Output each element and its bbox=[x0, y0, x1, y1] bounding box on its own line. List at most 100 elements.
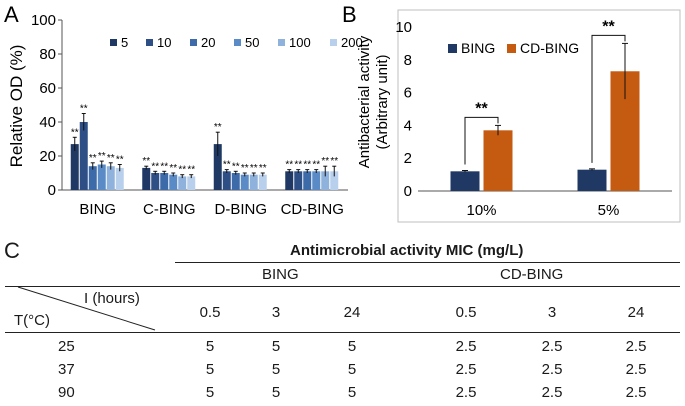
chart-a-bar bbox=[213, 144, 222, 190]
chart-a-bar bbox=[303, 171, 312, 190]
chart-a-sig-label: ** bbox=[285, 160, 293, 171]
row-temperature: 25 bbox=[58, 338, 75, 355]
time-header-cell: 3 bbox=[271, 304, 281, 321]
chart-a-bar bbox=[249, 174, 258, 190]
chart-a-bar bbox=[321, 171, 330, 190]
title-rule bbox=[175, 262, 680, 263]
chart-a-bar bbox=[231, 173, 240, 190]
chart-a-sig-label: ** bbox=[232, 161, 240, 172]
chart-a-ylabel: Relative OD (%) bbox=[7, 45, 26, 168]
chart-a-legend: 5 10 20 50 100 200 bbox=[110, 35, 363, 50]
mic-value-cell: 5 bbox=[271, 361, 281, 378]
chart-b-ytick-label: 2 bbox=[404, 150, 412, 167]
time-header-cell: 0.5 bbox=[199, 304, 221, 321]
chart-a-sig-label: ** bbox=[71, 127, 79, 138]
chart-a-sig-label: ** bbox=[169, 163, 177, 174]
chart-a-bar bbox=[151, 173, 160, 190]
chart-b: Antibacterial activity (Arbitrary unit) … bbox=[356, 9, 681, 223]
mic-value-cell: 2.5 bbox=[455, 384, 477, 401]
chart-a-bar bbox=[106, 166, 115, 190]
chart-a-legend-swatch bbox=[234, 39, 241, 46]
chart-a-bar bbox=[178, 176, 187, 190]
chart-a-legend-swatch bbox=[146, 39, 153, 46]
chart-a-legend-label: 5 bbox=[121, 35, 128, 50]
chart-a-sig-label: ** bbox=[116, 155, 124, 166]
chart-a-category-label: CD-BING bbox=[281, 201, 344, 218]
chart-a-ytick-label: 100 bbox=[31, 12, 56, 29]
chart-a-bar bbox=[240, 174, 249, 190]
chart-a-bar bbox=[169, 174, 178, 190]
chart-a-sig-label: ** bbox=[312, 160, 320, 171]
mic-value-cell: 2.5 bbox=[541, 384, 563, 401]
chart-a-ytick-label: 60 bbox=[39, 80, 56, 97]
panel-label-c: C bbox=[4, 238, 20, 263]
chart-a-legend-label: 10 bbox=[157, 35, 171, 50]
chart-a-sig-label: ** bbox=[303, 160, 311, 171]
time-header-cell: 0.5 bbox=[455, 304, 477, 321]
chart-b-ytick-label: 4 bbox=[404, 117, 412, 134]
chart-b-sig-label: ** bbox=[602, 18, 615, 35]
mic-value-cell: 2.5 bbox=[625, 361, 647, 378]
chart-b-ytick-label: 0 bbox=[404, 183, 412, 200]
chart-a-sig-label: ** bbox=[250, 163, 258, 174]
chart-b-category-label: 10% bbox=[466, 202, 496, 219]
chart-b-bar bbox=[483, 130, 513, 191]
chart-a-sig-label: ** bbox=[89, 153, 97, 164]
mic-value-cell: 2.5 bbox=[625, 384, 647, 401]
time-header-cell: 24 bbox=[627, 304, 645, 321]
chart-b-ylabel-line1: Antibacterial activity bbox=[356, 35, 373, 168]
chart-a-sig-label: ** bbox=[321, 156, 329, 167]
chart-a-ytick-label: 0 bbox=[48, 182, 56, 199]
corner-time-label: I (hours) bbox=[84, 290, 140, 307]
chart-a-legend-label: 50 bbox=[245, 35, 259, 50]
chart-a-sig-label: ** bbox=[214, 122, 222, 133]
panel-label-b: B bbox=[342, 2, 357, 27]
row-temperature: 90 bbox=[58, 384, 75, 401]
chart-b-ytick-label: 10 bbox=[395, 19, 412, 36]
chart-a-bar bbox=[330, 171, 339, 190]
corner-diagonal bbox=[17, 286, 156, 331]
panel-c-table: C Antimicrobial activity MIC (mg/L) BING… bbox=[0, 232, 685, 406]
chart-a-bar bbox=[115, 167, 124, 190]
chart-b-sig-bracket bbox=[591, 34, 626, 163]
chart-a-ytick-label: 80 bbox=[39, 46, 56, 63]
chart-a-legend-label: 200 bbox=[341, 35, 363, 50]
panel-label-a: A bbox=[4, 2, 19, 27]
chart-b-bar bbox=[450, 171, 480, 191]
chart-a-bar bbox=[312, 171, 321, 190]
mic-value-cell: 5 bbox=[205, 361, 215, 378]
time-header-cell: 24 bbox=[343, 304, 361, 321]
header-bottom-rule bbox=[5, 332, 680, 333]
corner-temp-label: T(°C) bbox=[14, 312, 50, 329]
chart-b-ytick-label: 8 bbox=[404, 52, 412, 69]
chart-a-sig-label: ** bbox=[142, 156, 150, 167]
chart-b-frame bbox=[397, 9, 681, 223]
row-temperature: 37 bbox=[58, 361, 75, 378]
chart-a-bar bbox=[70, 144, 79, 190]
chart-a-bar bbox=[79, 122, 88, 190]
chart-a-ytick-label: 20 bbox=[39, 148, 56, 165]
chart-a-axes: 0 20 40 60 80 100 BING C-BING D-BING CD-BING bbox=[31, 12, 348, 218]
chart-a-sig-label: ** bbox=[330, 156, 338, 167]
mic-value-cell: 5 bbox=[347, 338, 357, 355]
chart-b-ylabel-line2: (Arbitrary unit) bbox=[374, 54, 391, 149]
group-cd-bing: CD-BING bbox=[500, 266, 564, 283]
mic-value-cell: 5 bbox=[271, 384, 281, 401]
header-top-rule bbox=[5, 286, 680, 287]
chart-a-legend-swatch bbox=[278, 39, 285, 46]
chart-a-bar bbox=[187, 176, 196, 190]
chart-a-category-label: BING bbox=[79, 201, 116, 218]
chart-a-sig-label: ** bbox=[223, 160, 231, 171]
chart-b-sig-bracket bbox=[464, 116, 499, 165]
chart-a-sig-label: ** bbox=[107, 153, 115, 164]
time-header-cell: 3 bbox=[547, 304, 557, 321]
chart-b-sig-label: ** bbox=[475, 100, 488, 117]
mic-value-cell: 5 bbox=[347, 384, 357, 401]
chart-b-legend-swatch bbox=[507, 44, 516, 53]
mic-value-cell: 2.5 bbox=[455, 338, 477, 355]
chart-a: Relative OD (%) 0 20 40 60 80 100 BING C-BING D-… bbox=[7, 12, 363, 218]
chart-a-sig-label: ** bbox=[151, 161, 159, 172]
mic-value-cell: 5 bbox=[347, 361, 357, 378]
mic-value-cell: 2.5 bbox=[455, 361, 477, 378]
chart-a-sig-label: ** bbox=[259, 163, 267, 174]
